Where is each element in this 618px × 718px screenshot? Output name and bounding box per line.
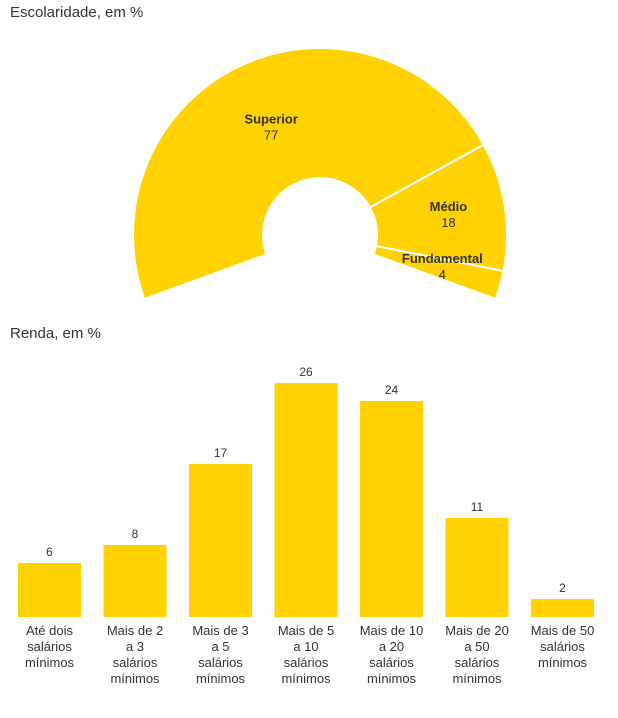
slice-value-medio: 18 bbox=[441, 215, 455, 230]
bar-2 bbox=[103, 545, 167, 617]
category-label-1: Até dois salários mínimos bbox=[25, 623, 75, 670]
slice-label-superior: Superior bbox=[244, 112, 297, 127]
slice-value-superior: 77 bbox=[264, 128, 278, 143]
bar-4 bbox=[274, 383, 338, 617]
pie-slice-medio bbox=[368, 143, 508, 273]
slice-label-fundamental: Fundamental bbox=[402, 251, 483, 266]
education-chart-title: Escolaridade, em % bbox=[10, 4, 144, 21]
bar-value-label-7: 2 bbox=[559, 581, 566, 595]
slice-value-fundamental: 4 bbox=[439, 267, 446, 282]
bar-3 bbox=[189, 464, 252, 617]
bar-6 bbox=[445, 518, 509, 617]
bar-5 bbox=[360, 401, 423, 617]
bar-value-label-3: 17 bbox=[214, 446, 228, 460]
bar-value-label-4: 26 bbox=[299, 365, 313, 379]
pie-slice-superior bbox=[132, 47, 486, 301]
bar-7 bbox=[531, 599, 594, 617]
category-label-7: Mais de 50 salários mínimos bbox=[531, 623, 595, 670]
bar-value-label-6: 11 bbox=[471, 500, 484, 514]
bar-value-label-1: 6 bbox=[46, 545, 53, 559]
category-label-5: Mais de 10 a 20 salários mínimos bbox=[360, 623, 424, 686]
pie-slice-fundamental bbox=[372, 244, 505, 301]
income-chart-title: Renda, em % bbox=[10, 325, 101, 342]
bar-value-label-5: 24 bbox=[385, 383, 399, 397]
category-label-6: Mais de 20 a 50 salários mínimos bbox=[445, 623, 509, 686]
slice-label-medio: Médio bbox=[430, 199, 468, 214]
bar-1 bbox=[18, 563, 81, 617]
bar-value-label-2: 8 bbox=[132, 527, 139, 541]
